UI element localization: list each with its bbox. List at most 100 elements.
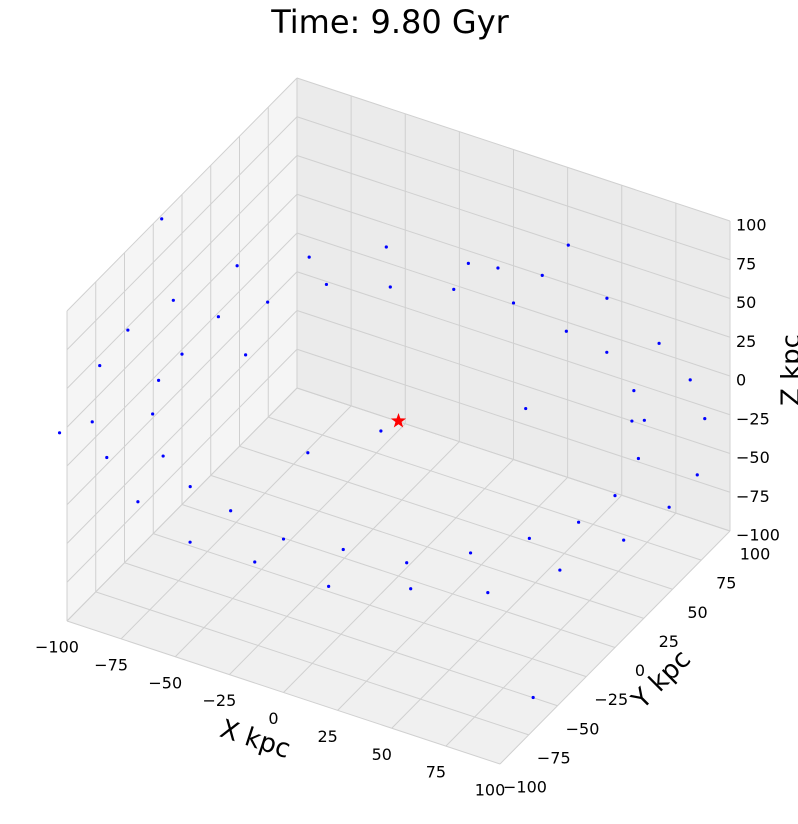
- point: [188, 485, 192, 489]
- point: [468, 551, 473, 555]
- z-axis-label: Z kpc: [777, 334, 798, 406]
- z-tick-label: 50: [736, 293, 756, 312]
- point: [379, 429, 383, 433]
- point: [564, 329, 568, 333]
- x-tick-label: −100: [35, 638, 79, 657]
- point: [156, 378, 161, 382]
- point: [151, 412, 155, 416]
- grid-line: [181, 504, 616, 648]
- y-tick-label: 100: [740, 545, 771, 564]
- z-tick-label: −50: [736, 448, 770, 467]
- z-tick-label: −75: [736, 487, 770, 506]
- z-tick-label: 25: [736, 332, 756, 351]
- point: [642, 418, 646, 422]
- grid-line: [296, 116, 731, 261]
- grid-line: [66, 271, 298, 506]
- point: [384, 245, 388, 249]
- point: [632, 389, 636, 393]
- grid-line: [296, 77, 731, 222]
- grid-line: [296, 310, 731, 454]
- point: [409, 587, 413, 591]
- point: [688, 378, 692, 382]
- grid-line: [66, 348, 298, 583]
- grid-line: [296, 155, 731, 299]
- point: [327, 584, 331, 588]
- point: [452, 287, 456, 292]
- point: [577, 520, 581, 524]
- point: [630, 419, 634, 423]
- point: [613, 494, 617, 498]
- grid-line: [95, 591, 529, 736]
- x-tick-label: 0: [268, 709, 278, 728]
- z-tick-label: 100: [736, 216, 767, 235]
- point: [126, 328, 130, 332]
- point: [281, 537, 286, 541]
- x-tick-label: 25: [317, 727, 337, 746]
- point: [636, 456, 641, 461]
- z-tick-label: −100: [736, 526, 780, 545]
- point: [667, 505, 671, 509]
- grid-line: [239, 445, 673, 590]
- point: [324, 282, 329, 287]
- point: [307, 255, 311, 259]
- point: [235, 264, 239, 268]
- grid-line: [66, 387, 298, 622]
- point: [540, 273, 544, 277]
- point: [496, 266, 500, 270]
- point: [180, 352, 184, 356]
- grid-line: [66, 193, 298, 428]
- point: [524, 406, 528, 411]
- point: [266, 300, 270, 304]
- point: [622, 538, 626, 542]
- point: [405, 561, 409, 565]
- point: [558, 568, 562, 572]
- y-tick-label: 50: [687, 603, 707, 622]
- grid-line: [66, 116, 298, 351]
- x-tick-label: −50: [148, 673, 182, 692]
- x-tick-label: −25: [202, 691, 236, 710]
- point: [188, 540, 192, 544]
- y-tick-label: 0: [635, 661, 645, 680]
- star-marker: [390, 413, 407, 428]
- point: [703, 417, 707, 421]
- grid-line: [66, 310, 298, 544]
- grid-line: [210, 474, 644, 619]
- point: [216, 315, 220, 319]
- point: [695, 473, 699, 477]
- z-tick-label: −25: [736, 409, 770, 428]
- point: [253, 560, 257, 564]
- y-axis-label: Y kpc: [626, 644, 697, 715]
- point: [90, 420, 94, 424]
- grid-line: [66, 232, 298, 467]
- point: [105, 455, 109, 460]
- point: [171, 298, 175, 302]
- point: [306, 451, 310, 455]
- chart-title: Time: 9.80 Gyr: [270, 3, 509, 41]
- point: [244, 353, 248, 357]
- y-tick-label: −50: [566, 719, 600, 738]
- y-tick-label: −100: [503, 778, 547, 797]
- y-tick-label: 25: [659, 632, 679, 651]
- grid-line: [66, 77, 298, 312]
- point: [566, 243, 570, 247]
- point: [531, 695, 535, 700]
- point: [161, 454, 165, 458]
- x-tick-label: 50: [372, 745, 392, 764]
- grid-line: [66, 620, 501, 765]
- y-tick-label: −25: [594, 690, 628, 709]
- grid-line: [124, 562, 558, 707]
- point: [605, 350, 609, 354]
- y-tick-label: 75: [716, 574, 736, 593]
- x-tick-label: −75: [94, 655, 128, 674]
- z-tick-label: 0: [736, 371, 746, 390]
- grid-line: [268, 416, 702, 561]
- point: [98, 363, 102, 368]
- point: [605, 296, 609, 300]
- point: [388, 285, 392, 289]
- grid-line: [296, 193, 731, 338]
- grid-line: [153, 533, 587, 678]
- point: [466, 261, 470, 265]
- point: [57, 431, 62, 435]
- point: [657, 341, 661, 345]
